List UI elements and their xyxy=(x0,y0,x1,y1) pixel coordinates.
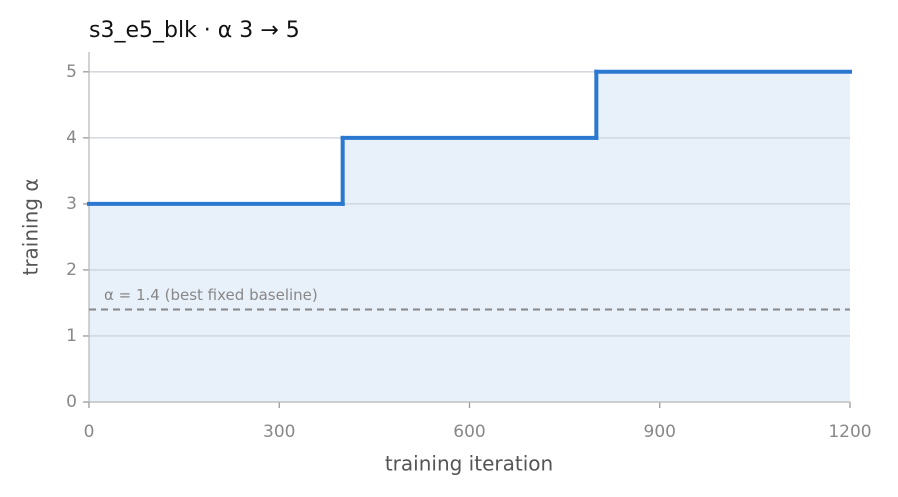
x-tick-label: 900 xyxy=(644,422,676,442)
y-tick-label: 3 xyxy=(66,194,77,214)
area-fill xyxy=(89,71,850,403)
y-tick-label: 4 xyxy=(66,128,77,148)
y-axis-label: training α xyxy=(19,178,43,275)
baseline-label: α = 1.4 (best fixed baseline) xyxy=(104,286,318,304)
x-tick-label: 600 xyxy=(453,422,485,442)
y-tick-label: 0 xyxy=(66,392,77,412)
x-tick-label: 300 xyxy=(263,422,295,442)
x-tick-label: 0 xyxy=(84,422,95,442)
y-tick-label: 2 xyxy=(66,260,77,280)
chart-title: s3_e5_blk · α 3 → 5 xyxy=(89,18,300,43)
y-tick-label: 5 xyxy=(66,62,77,82)
x-tick-label: 1200 xyxy=(828,422,871,442)
x-axis-label: training iteration xyxy=(385,452,553,476)
y-tick-label: 1 xyxy=(66,326,77,346)
